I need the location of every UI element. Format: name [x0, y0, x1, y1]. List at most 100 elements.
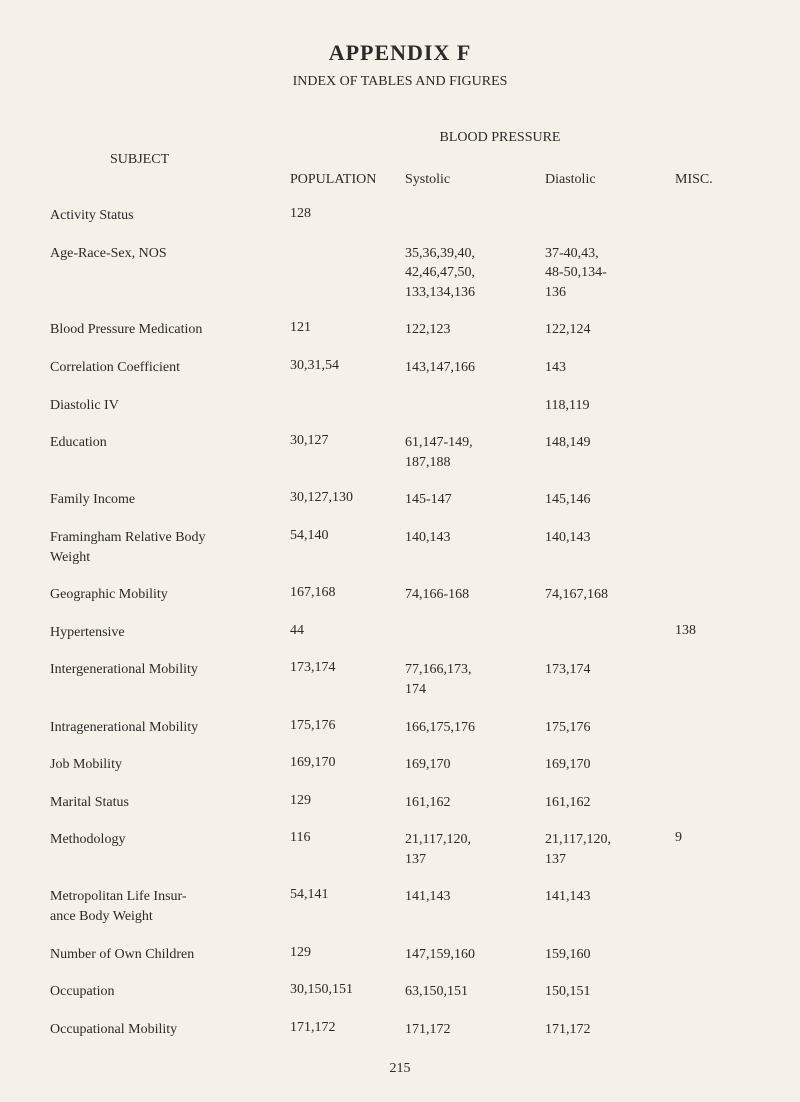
cell-population: 121 [290, 320, 405, 336]
cell-diastolic: 150,151 [545, 982, 675, 1002]
table-row: Blood Pressure Medication121122,123122,1… [50, 320, 750, 340]
header-population: POPULATION [290, 172, 405, 188]
column-headers: POPULATION Systolic Diastolic MISC. [50, 172, 750, 188]
cell-diastolic: 159,160 [545, 945, 675, 965]
header-misc: MISC. [675, 172, 735, 188]
cell-subject: Number of Own Children [50, 945, 290, 965]
table-row: Age-Race-Sex, NOS 35,36,39,40, 42,46,47,5… [50, 244, 750, 303]
table-row: Correlation Coefficient30,31,54143,147,1… [50, 358, 750, 378]
cell-systolic: 61,147-149, 187,188 [405, 433, 545, 472]
appendix-subtitle: INDEX OF TABLES AND FIGURES [50, 74, 750, 90]
cell-diastolic: 21,117,120, 137 [545, 830, 675, 869]
cell-subject: Metropolitan Life Insur- ance Body Weigh… [50, 887, 290, 926]
cell-systolic: 140,143 [405, 528, 545, 548]
cell-subject: Age-Race-Sex, NOS [50, 244, 290, 264]
cell-systolic: 63,150,151 [405, 982, 545, 1002]
cell-systolic: 147,159,160 [405, 945, 545, 965]
table-row: Hypertensive44 138 [50, 623, 750, 643]
cell-subject: Family Income [50, 490, 290, 510]
cell-subject: Intragenerational Mobility [50, 718, 290, 738]
cell-systolic: 35,36,39,40, 42,46,47,50, 133,134,136 [405, 244, 545, 303]
cell-diastolic: 148,149 [545, 433, 675, 453]
cell-diastolic: 122,124 [545, 320, 675, 340]
cell-population: 30,127,130 [290, 490, 405, 506]
appendix-title: APPENDIX F [50, 40, 750, 66]
table-row: Framingham Relative Body Weight54,140140… [50, 528, 750, 567]
cell-systolic: 74,166-168 [405, 585, 545, 605]
cell-systolic: 77,166,173, 174 [405, 660, 545, 699]
cell-subject: Blood Pressure Medication [50, 320, 290, 340]
cell-diastolic: 118,119 [545, 396, 675, 416]
cell-diastolic: 145,146 [545, 490, 675, 510]
cell-subject: Intergenerational Mobility [50, 660, 290, 680]
cell-population: 30,150,151 [290, 982, 405, 998]
cell-population: 175,176 [290, 718, 405, 734]
cell-population: 129 [290, 793, 405, 809]
cell-diastolic: 171,172 [545, 1020, 675, 1040]
header-systolic: Systolic [405, 172, 545, 188]
cell-subject: Correlation Coefficient [50, 358, 290, 378]
cell-population: 30,31,54 [290, 358, 405, 374]
cell-diastolic: 175,176 [545, 718, 675, 738]
cell-subject: Diastolic IV [50, 396, 290, 416]
cell-population: 44 [290, 623, 405, 639]
cell-systolic: 143,147,166 [405, 358, 545, 378]
table-row: Job Mobility169,170169,170169,170 [50, 755, 750, 775]
cell-subject: Activity Status [50, 206, 290, 226]
cell-population: 173,174 [290, 660, 405, 676]
cell-subject: Methodology [50, 830, 290, 850]
cell-population: 129 [290, 945, 405, 961]
blood-pressure-header: BLOOD PRESSURE [250, 130, 750, 146]
cell-diastolic: 37-40,43, 48-50,134- 136 [545, 244, 675, 303]
cell-systolic: 166,175,176 [405, 718, 545, 738]
cell-diastolic: 161,162 [545, 793, 675, 813]
cell-population: 30,127 [290, 433, 405, 449]
cell-systolic: 161,162 [405, 793, 545, 813]
cell-diastolic: 141,143 [545, 887, 675, 907]
table-row: Occupation30,150,15163,150,151150,151 [50, 982, 750, 1002]
cell-diastolic: 173,174 [545, 660, 675, 680]
cell-systolic: 21,117,120, 137 [405, 830, 545, 869]
page-number: 215 [0, 1061, 800, 1077]
table-row: Activity Status128 [50, 206, 750, 226]
cell-subject: Education [50, 433, 290, 453]
cell-subject: Marital Status [50, 793, 290, 813]
cell-subject: Geographic Mobility [50, 585, 290, 605]
cell-misc: 9 [675, 830, 735, 846]
table-row: Methodology11621,117,120, 13721,117,120,… [50, 830, 750, 869]
table-row: Metropolitan Life Insur- ance Body Weigh… [50, 887, 750, 926]
subject-label: SUBJECT [110, 152, 750, 168]
table-row: Occupational Mobility171,172171,172171,1… [50, 1020, 750, 1040]
cell-systolic: 145-147 [405, 490, 545, 510]
cell-systolic: 169,170 [405, 755, 545, 775]
cell-population: 54,141 [290, 887, 405, 903]
cell-misc: 138 [675, 623, 735, 639]
cell-population: 116 [290, 830, 405, 846]
table-row: Number of Own Children129147,159,160159,… [50, 945, 750, 965]
cell-subject: Hypertensive [50, 623, 290, 643]
cell-systolic: 122,123 [405, 320, 545, 340]
cell-population: 167,168 [290, 585, 405, 601]
cell-subject: Job Mobility [50, 755, 290, 775]
cell-subject: Occupational Mobility [50, 1020, 290, 1040]
table-row: Intergenerational Mobility173,17477,166,… [50, 660, 750, 699]
cell-population: 169,170 [290, 755, 405, 771]
cell-subject: Framingham Relative Body Weight [50, 528, 290, 567]
cell-population: 171,172 [290, 1020, 405, 1036]
cell-diastolic: 143 [545, 358, 675, 378]
cell-diastolic: 140,143 [545, 528, 675, 548]
cell-systolic: 171,172 [405, 1020, 545, 1040]
table-row: Education30,12761,147-149, 187,188148,14… [50, 433, 750, 472]
cell-population: 54,140 [290, 528, 405, 544]
table-row: Geographic Mobility167,16874,166-16874,1… [50, 585, 750, 605]
cell-diastolic: 169,170 [545, 755, 675, 775]
table-row: Family Income30,127,130145-147145,146 [50, 490, 750, 510]
header-diastolic: Diastolic [545, 172, 675, 188]
cell-systolic: 141,143 [405, 887, 545, 907]
cell-diastolic: 74,167,168 [545, 585, 675, 605]
header-subject [50, 172, 290, 188]
table-row: Diastolic IV 118,119 [50, 396, 750, 416]
table-body: Activity Status128 Age-Race-Sex, NOS 35,36… [50, 206, 750, 1039]
table-row: Intragenerational Mobility175,176166,175… [50, 718, 750, 738]
cell-population: 128 [290, 206, 405, 222]
